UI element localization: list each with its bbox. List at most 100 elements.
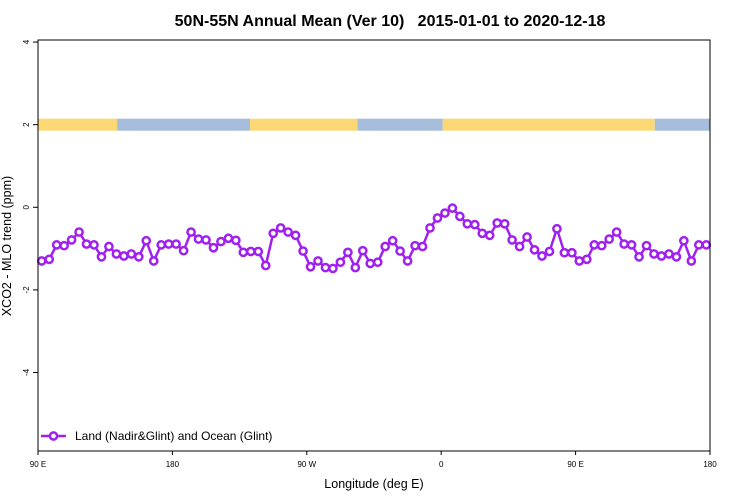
data-point: [126, 249, 137, 259]
data-point: [679, 235, 689, 246]
data-point: [275, 223, 286, 233]
legend: Land (Nadir&Glint) and Ocean (Glint): [41, 429, 272, 443]
data-point: [387, 235, 398, 246]
data-point: [59, 240, 69, 251]
data-point: [701, 240, 712, 250]
strip-land-segment: [250, 118, 358, 131]
data-point: [231, 235, 241, 246]
data-point: [537, 251, 547, 261]
x-tick-label: 180: [703, 460, 717, 469]
data-point: [686, 256, 697, 266]
data-point: [290, 230, 301, 241]
data-point: [402, 256, 413, 266]
data-point: [320, 262, 331, 273]
data-point: [499, 218, 510, 229]
data-point: [432, 213, 443, 223]
data-point: [201, 235, 211, 245]
plot-frame: [37, 39, 711, 452]
legend-marker: [48, 431, 59, 441]
x-tick-label: 180: [166, 460, 180, 469]
data-point: [283, 227, 293, 237]
data-point: [238, 247, 249, 258]
data-point: [484, 230, 495, 241]
y-tick-label: 2: [22, 122, 31, 127]
data-point: [51, 240, 62, 250]
data-point: [268, 228, 279, 239]
data-point: [96, 252, 107, 262]
data-point: [156, 240, 167, 250]
strip-ocean-segment: [654, 118, 710, 131]
x-tick-label: 90 W: [297, 460, 316, 469]
y-axis: 4 2 0 -2 -4: [22, 39, 38, 376]
data-point: [119, 251, 129, 261]
data-point: [649, 249, 659, 259]
x-tick-label: 90 E: [567, 460, 583, 469]
data-point: [313, 256, 323, 266]
data-point: [544, 246, 555, 257]
strip-ocean-segment: [357, 118, 443, 131]
data-point: [216, 236, 226, 247]
data-point: [141, 235, 152, 246]
x-tick-label: 90 E: [30, 460, 46, 469]
data-point: [477, 228, 488, 239]
data-point: [193, 234, 204, 244]
series-group: [36, 203, 712, 274]
data-point: [656, 251, 667, 261]
data-point: [462, 218, 473, 229]
data-point: [552, 223, 562, 234]
data-point: [253, 246, 264, 257]
chart-title: 50N-55N Annual Mean (Ver 10) 2015-01-01 …: [175, 13, 606, 30]
data-point: [417, 241, 428, 252]
data-point: [178, 245, 189, 256]
strip-land-segment: [38, 118, 118, 131]
data-point: [469, 219, 480, 230]
data-point: [133, 252, 144, 262]
data-point: [163, 239, 174, 249]
data-point: [604, 234, 615, 244]
data-point: [425, 223, 435, 233]
data-point: [335, 257, 346, 268]
data-point: [507, 235, 517, 245]
data-point: [260, 260, 271, 271]
data-point: [148, 256, 159, 266]
data-point: [581, 254, 592, 265]
data-point: [343, 247, 353, 258]
legend-label: Land (Nadir&Glint) and Ocean (Glint): [75, 429, 272, 443]
data-point: [298, 246, 308, 256]
data-point: [245, 246, 256, 257]
data-point: [626, 240, 637, 250]
data-point: [455, 211, 465, 222]
strip-ocean-segment: [117, 118, 251, 131]
data-point: [223, 233, 234, 244]
data-point: [104, 241, 114, 252]
data-point: [357, 245, 368, 256]
data-point: [44, 254, 55, 265]
data-point: [514, 241, 525, 252]
data-point: [529, 244, 540, 255]
x-tick-label: 0: [439, 460, 444, 469]
x-axis: 90 E 180 90 W 0 90 E 180: [30, 451, 717, 469]
land-ocean-strip: [38, 118, 710, 131]
data-point: [619, 239, 629, 249]
data-point: [350, 262, 361, 273]
data-point: [171, 239, 181, 249]
data-point: [36, 256, 47, 266]
data-point: [671, 252, 682, 262]
data-point: [305, 261, 316, 272]
data-point: [522, 232, 532, 242]
data-point: [81, 239, 92, 249]
y-tick-label: 4: [22, 39, 31, 44]
data-point: [186, 227, 196, 237]
data-point: [410, 240, 420, 251]
data-point: [596, 240, 607, 251]
data-point: [395, 246, 405, 256]
data-point: [365, 258, 376, 269]
data-point: [574, 256, 585, 266]
data-point: [111, 249, 122, 259]
y-tick-label: 0: [22, 205, 31, 210]
data-point: [208, 242, 219, 253]
y-tick-label: -2: [22, 286, 31, 294]
data-point: [641, 240, 652, 251]
data-point: [611, 227, 622, 237]
y-axis-label: XCO2 - MLO trend (ppm): [0, 176, 14, 316]
